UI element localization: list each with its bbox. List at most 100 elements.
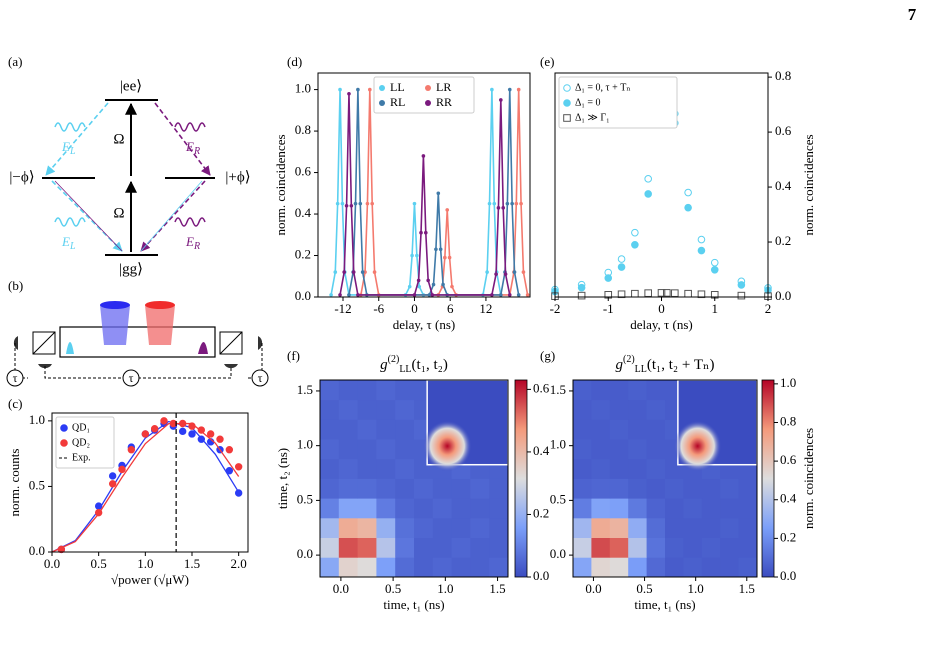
heatmap-cell xyxy=(628,419,647,440)
colorbar-tick-label: 0.6 xyxy=(533,380,550,395)
data-point xyxy=(347,91,351,96)
data-point xyxy=(338,87,342,92)
data-point xyxy=(347,293,351,297)
marker xyxy=(60,439,68,447)
y-tick-label: 0.8 xyxy=(295,122,311,137)
heatmap-cell xyxy=(738,478,758,499)
data-point xyxy=(604,274,613,282)
legend-label: RL xyxy=(390,95,405,109)
heatmap-cell xyxy=(489,517,509,538)
colorbar-label: norm. coincidences xyxy=(801,428,816,529)
heatmap-cell xyxy=(338,537,358,558)
heatmap-cell xyxy=(395,478,415,499)
heatmap-cell xyxy=(395,399,415,420)
heatmap-cell xyxy=(628,557,647,578)
data-point xyxy=(423,230,428,235)
wave-packet xyxy=(54,217,86,227)
heatmap-cell xyxy=(470,478,490,499)
fiber-loop xyxy=(59,326,216,358)
data-point xyxy=(644,289,652,297)
panel-label: (c) xyxy=(8,396,22,411)
emission-arrow xyxy=(154,102,211,176)
heatmap-cell xyxy=(628,380,647,401)
heatmap-cell xyxy=(395,537,415,558)
field-sub: R xyxy=(193,146,200,157)
state-label: |gg⟩ xyxy=(119,261,143,277)
data-point xyxy=(234,489,243,497)
heatmap-cell xyxy=(320,478,340,499)
y-tick-label: 0.6 xyxy=(295,164,312,179)
heatmap-cell xyxy=(338,498,358,519)
heatmap-cell xyxy=(591,380,611,401)
field-label: EL xyxy=(61,139,76,157)
axes-frame xyxy=(317,72,531,298)
data-point xyxy=(450,284,454,289)
data-point xyxy=(412,201,417,206)
rabi-label: Ω xyxy=(113,131,124,147)
data-point xyxy=(505,201,510,206)
colorbar xyxy=(514,379,528,578)
x-tick-label: 1.0 xyxy=(137,556,153,571)
data-point xyxy=(434,247,438,252)
heatmap-cell xyxy=(665,557,684,578)
data-point xyxy=(365,201,370,206)
data-point xyxy=(663,289,671,297)
heatmap-cell xyxy=(646,399,666,420)
y-tick-label: 1.5 xyxy=(550,382,566,397)
y-tick-label: 0.8 xyxy=(775,68,791,83)
y-tick-label: 0.6 xyxy=(775,123,792,138)
data-point xyxy=(108,472,117,480)
heatmap-cell xyxy=(451,517,471,538)
x-axis-label: delay, τ (ns) xyxy=(393,317,456,332)
data-point xyxy=(510,201,514,206)
heatmap-cell xyxy=(701,517,721,538)
detector xyxy=(224,364,238,369)
heatmap-cell xyxy=(628,458,647,479)
heatmap-cell xyxy=(646,557,666,578)
heatmap-cell xyxy=(646,458,666,479)
filter-blue-top xyxy=(100,301,130,309)
data-point xyxy=(697,246,706,255)
data-point xyxy=(360,270,365,274)
heatmap-cell xyxy=(489,478,509,499)
heatmap-cell xyxy=(701,478,721,499)
fit-line xyxy=(51,422,240,553)
heatmap-cell xyxy=(646,537,666,558)
spectrum xyxy=(66,342,74,354)
heatmap-cell xyxy=(701,557,721,578)
colorbar-tick-label: 0.6 xyxy=(780,452,797,467)
data-point xyxy=(490,293,494,297)
data-point xyxy=(577,283,586,292)
data-point xyxy=(225,446,234,454)
heatmap-cell xyxy=(609,439,629,460)
timer-label: τ xyxy=(129,371,134,385)
y-tick-label: 0.4 xyxy=(295,205,312,220)
data-point xyxy=(617,263,626,271)
y-tick-label: 0.2 xyxy=(295,247,311,262)
title-sup: (2) xyxy=(388,354,400,365)
data-point xyxy=(499,98,503,102)
detector xyxy=(258,336,263,350)
heatmap-cell xyxy=(338,557,358,578)
data-point xyxy=(57,545,66,554)
x-tick-label: 1 xyxy=(712,301,719,316)
legend-label: Δ₁ = 0, τ + Tₙ xyxy=(575,82,631,93)
data-point xyxy=(441,282,445,287)
heatmap-cell xyxy=(414,557,434,578)
heatmap-cell xyxy=(376,458,396,479)
data-point xyxy=(697,290,706,299)
heatmap-cell xyxy=(376,557,396,578)
axes-frame xyxy=(51,412,249,553)
heatmap-cell xyxy=(338,439,358,460)
heatmap-cell xyxy=(357,380,377,401)
heatmap-cell xyxy=(628,478,647,499)
heatmap-cell xyxy=(646,439,666,460)
rabi-label: Ω xyxy=(113,205,124,221)
data-point xyxy=(657,289,666,297)
heatmap-cell xyxy=(395,439,415,460)
heatmap-cell xyxy=(573,458,592,479)
level-diagram: (a) |ee⟩ |gg⟩ |−ϕ⟩ |+ϕ⟩ Ω Ω EL ER EL ER xyxy=(8,54,251,277)
marker xyxy=(563,99,571,107)
heatmap-cell xyxy=(357,478,377,499)
x-tick-label: 0 xyxy=(658,301,665,316)
